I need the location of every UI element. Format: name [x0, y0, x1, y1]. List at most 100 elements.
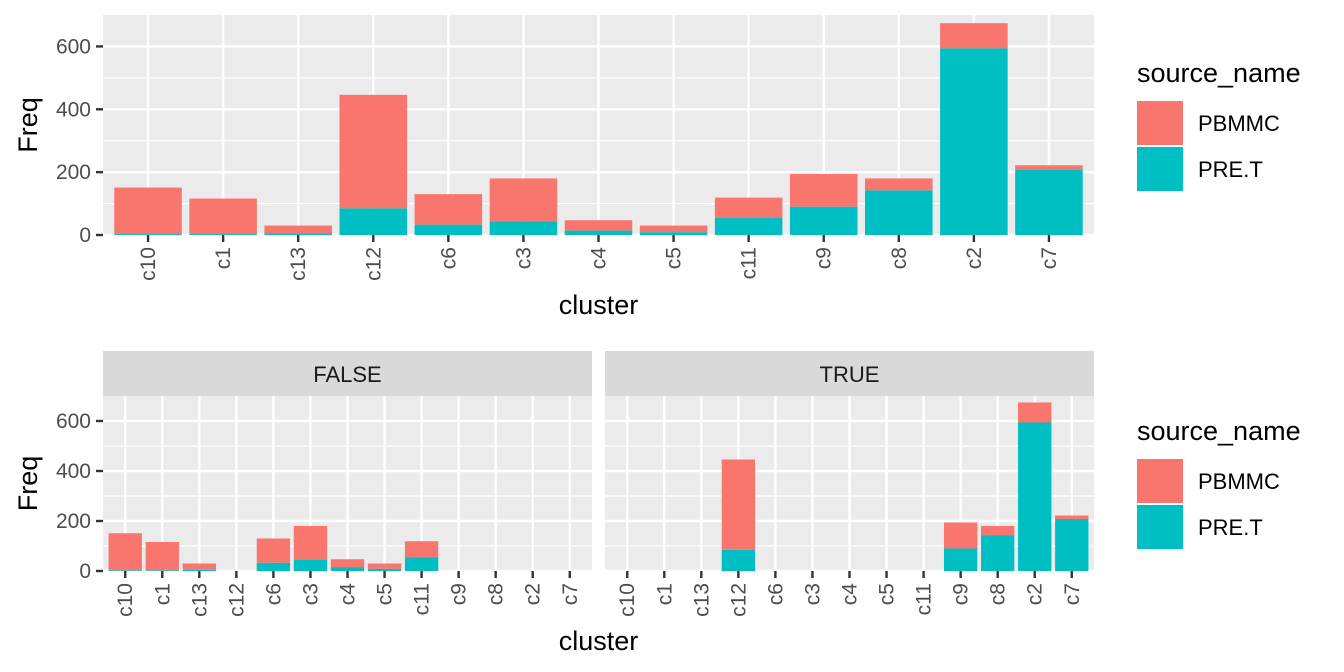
- x-tick-label: c12: [362, 247, 385, 281]
- x-tick-label: c13: [690, 583, 713, 617]
- x-tick-label: c11: [913, 583, 936, 615]
- chart-bottom: FALSE c10 c1 c13 c12 c6 c3 c4 c5 c11 c9 c8 c2 c7 TRU…: [13, 351, 1301, 656]
- bar-c6-pbmmc: [256, 538, 291, 563]
- facet-strip-label-false: FALSE: [313, 362, 381, 387]
- bar-c13-pbmmc: [182, 563, 216, 570]
- bar-c12-pre-t: [721, 549, 756, 571]
- bar-c10-pbmmc: [108, 533, 142, 571]
- bar-c4-pre-t: [564, 230, 633, 235]
- bars-false: [108, 526, 439, 571]
- bar-c8-pre-t: [981, 535, 1015, 571]
- x-tick-label: c1: [212, 247, 235, 269]
- x-tick-label: c4: [588, 247, 611, 270]
- x-tick-label: c8: [485, 583, 508, 605]
- y-tick-label: 400: [56, 460, 91, 483]
- legend-key-pre-t: [1137, 505, 1183, 549]
- x-axis-title-top: cluster: [559, 290, 639, 320]
- y-axis-title-bottom: Freq: [13, 456, 43, 512]
- facet-strip-false: [103, 351, 592, 396]
- bar-c13-pbmmc: [264, 225, 332, 234]
- bar-c2-pbmmc: [1018, 402, 1052, 423]
- bar-c11-pbmmc: [714, 197, 783, 219]
- bar-c5-pbmmc: [367, 563, 402, 569]
- grid-false: [103, 396, 592, 573]
- x-axis-false: c10 c1 c13 c12 c6 c3 c4 c5 c11 c9 c8 c2 c7: [114, 571, 582, 617]
- x-tick-label: c9: [950, 583, 973, 605]
- y-axis-top: 0 200 400 600: [56, 35, 103, 247]
- y-tick-label: 200: [56, 510, 91, 533]
- facet-strip-label-true: TRUE: [820, 362, 880, 387]
- bars-top: [114, 23, 1083, 235]
- legend-top: source_name PBMMC PRE.T: [1137, 58, 1301, 191]
- bar-c9-pbmmc: [943, 522, 978, 549]
- bar-c5-pbmmc: [639, 225, 708, 233]
- bar-c7-pre-t: [1055, 519, 1089, 571]
- bar-c7-pbmmc: [1015, 165, 1083, 170]
- bar-c3-pbmmc: [293, 526, 328, 560]
- x-tick-label: c7: [559, 583, 582, 605]
- bar-c1-pre-t: [189, 234, 257, 235]
- x-tick-label: c3: [299, 583, 322, 605]
- bar-c9-pre-t: [943, 548, 978, 571]
- bar-c11-pbmmc: [404, 541, 439, 558]
- bar-c13-pre-t: [264, 233, 332, 235]
- bar-c4-pbmmc: [564, 220, 633, 231]
- x-tick-label: c4: [337, 583, 360, 606]
- x-tick-label: c9: [813, 247, 836, 269]
- bar-c2-pre-t: [1018, 422, 1052, 571]
- x-tick-label: c5: [876, 583, 899, 605]
- legend-label-pbmmc: PBMMC: [1198, 111, 1280, 136]
- bar-c6-pre-t: [414, 224, 483, 235]
- x-tick-label: c2: [1024, 583, 1047, 605]
- bar-c5-pre-t: [367, 568, 402, 571]
- x-tick-label: c6: [764, 583, 787, 605]
- y-axis-bottom: 0 200 400 600: [56, 410, 103, 583]
- legend-key-pre-t: [1137, 147, 1183, 191]
- bar-c2-pbmmc: [940, 23, 1008, 49]
- bar-c12-pre-t: [339, 208, 408, 235]
- bar-c6-pre-t: [256, 562, 291, 571]
- bar-c10-pre-t: [114, 234, 182, 235]
- x-tick-label: c12: [727, 583, 750, 617]
- x-tick-label: c8: [987, 583, 1010, 605]
- legend-title: source_name: [1137, 416, 1301, 446]
- x-tick-label: c2: [963, 247, 986, 269]
- legend-title: source_name: [1137, 58, 1301, 88]
- bar-c4-pbmmc: [330, 559, 365, 568]
- x-tick-label: c13: [188, 583, 211, 617]
- bar-c11-pre-t: [714, 218, 783, 235]
- x-tick-label: c10: [137, 247, 160, 281]
- bar-c6-pbmmc: [414, 194, 483, 225]
- y-tick-label: 0: [79, 560, 91, 583]
- x-tick-label: c13: [287, 247, 310, 281]
- bar-c7-pbmmc: [1055, 515, 1089, 519]
- facet-strip-true: [605, 351, 1094, 396]
- legend-label-pbmmc: PBMMC: [1198, 469, 1280, 494]
- bar-c5-pre-t: [639, 232, 708, 235]
- bar-c9-pre-t: [789, 206, 858, 235]
- y-tick-label: 0: [79, 224, 91, 247]
- x-tick-label: c3: [512, 247, 535, 269]
- x-tick-label: c2: [522, 583, 545, 605]
- bar-c8-pbmmc: [981, 526, 1015, 536]
- bar-c12-pbmmc: [339, 94, 408, 209]
- bar-c4-pre-t: [330, 567, 365, 571]
- x-tick-label: c7: [1061, 583, 1084, 605]
- legend-label-pre-t: PRE.T: [1198, 515, 1263, 540]
- x-tick-label: c7: [1038, 247, 1061, 269]
- bar-c1-pbmmc: [189, 198, 257, 235]
- bar-c9-pbmmc: [789, 174, 858, 207]
- bars-true: [721, 402, 1089, 571]
- x-tick-label: c10: [616, 583, 639, 617]
- bar-c10-pbmmc: [114, 187, 182, 235]
- x-tick-label: c3: [801, 583, 824, 605]
- legend-key-pbmmc: [1137, 101, 1183, 145]
- x-tick-label: c8: [888, 247, 911, 269]
- x-tick-label: c1: [151, 583, 174, 605]
- bar-c7-pre-t: [1015, 169, 1083, 235]
- facet-true: TRUE c10 c1 c13 c12 c6 c3 c4 c5 c11 c9 c8 c2 c7: [605, 351, 1094, 617]
- bar-c13-pre-t: [182, 569, 216, 571]
- bar-c2-pre-t: [940, 48, 1008, 235]
- x-tick-label: c5: [663, 247, 686, 269]
